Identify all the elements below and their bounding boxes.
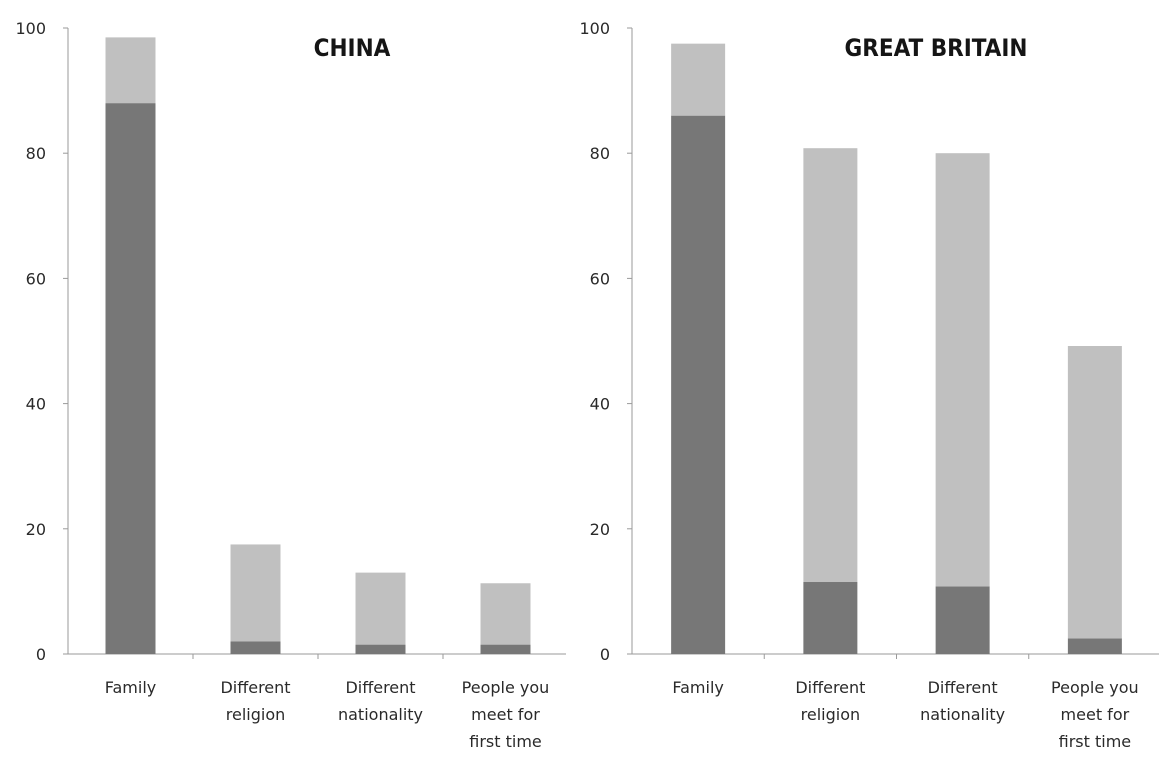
bar-series-2: [480, 583, 531, 645]
x-tick-label: religion: [226, 705, 286, 724]
x-tick-label: Family: [672, 678, 723, 697]
bar-series-2: [230, 544, 281, 642]
bar-series-1: [355, 644, 406, 654]
bar-series-1: [480, 644, 531, 654]
y-tick-label: 80: [590, 144, 610, 163]
bar-series-1: [1067, 638, 1122, 654]
bar-series-2: [105, 37, 156, 104]
y-tick-label: 80: [26, 144, 46, 163]
y-tick-label: 0: [600, 645, 610, 664]
x-tick-label: first time: [1059, 732, 1132, 751]
bar-series-2: [935, 153, 990, 587]
y-tick-label: 60: [590, 269, 610, 288]
bar-series-1: [803, 582, 858, 654]
x-tick-label: People you: [1051, 678, 1139, 697]
x-tick-label: Different: [220, 678, 290, 697]
bar-series-1: [230, 641, 281, 654]
chart-title: GREAT BRITAIN: [845, 34, 1028, 62]
y-tick-label: 100: [15, 19, 46, 38]
bar-series-2: [803, 148, 858, 583]
y-tick-label: 40: [590, 395, 610, 414]
x-tick-label: People you: [462, 678, 550, 697]
x-tick-label: Different: [795, 678, 865, 697]
x-tick-label: nationality: [920, 705, 1005, 724]
y-tick-label: 0: [36, 645, 46, 664]
y-tick-label: 20: [590, 520, 610, 539]
y-tick-label: 60: [26, 269, 46, 288]
x-tick-label: meet for: [1061, 705, 1130, 724]
y-tick-label: 20: [26, 520, 46, 539]
x-tick-label: nationality: [338, 705, 423, 724]
y-tick-label: 40: [26, 395, 46, 414]
x-tick-label: Family: [105, 678, 156, 697]
bar-series-2: [671, 43, 726, 116]
x-tick-label: religion: [801, 705, 861, 724]
x-tick-label: Different: [928, 678, 998, 697]
chart-panel-1: CHINA 0 20 40 60 80 100 Family Different religion…: [15, 19, 566, 751]
bar-series-2: [1067, 346, 1122, 639]
x-tick-label: Different: [345, 678, 415, 697]
chart-panel-2: GREAT BRITAIN 0 20 40 60 80 100 Family Different…: [579, 19, 1159, 751]
x-tick-label: meet for: [471, 705, 540, 724]
bar-series-1: [105, 103, 156, 655]
bar-series-2: [355, 572, 406, 645]
bar-series-1: [935, 586, 990, 654]
bar-series-1: [671, 115, 726, 654]
x-tick-label: first time: [469, 732, 542, 751]
y-tick-label: 100: [579, 19, 610, 38]
chart-title: CHINA: [314, 34, 391, 62]
